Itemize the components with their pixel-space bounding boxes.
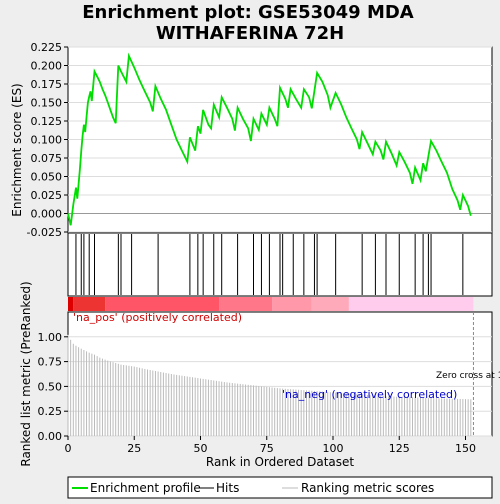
- rank-heatmap-bar: [68, 297, 474, 311]
- x-axis-label: Rank in Ordered Dataset: [206, 455, 354, 469]
- es-y-tick-label: 0.125: [31, 115, 63, 128]
- chart-title-line1: Enrichment plot: GSE53049 MDA: [82, 2, 414, 23]
- x-tick-label: 50: [194, 442, 208, 455]
- heatmap-segment: [219, 297, 273, 311]
- x-tick-label: 0: [65, 442, 72, 455]
- heatmap-segment: [348, 297, 474, 311]
- legend-label-enrichment-profile: Enrichment profile: [90, 481, 201, 495]
- es-y-tick-label: -0.025: [27, 226, 62, 239]
- legend-label-hits: Hits: [216, 481, 239, 495]
- es-y-tick-label: 0.075: [31, 152, 63, 165]
- pos-correlated-label: 'na_pos' (positively correlated): [73, 311, 242, 324]
- x-axis: 0 25 50 75 100 125 150: [65, 436, 476, 455]
- x-tick-label: 125: [389, 442, 410, 455]
- es-y-tick-label: 0.200: [31, 60, 63, 73]
- es-y-axis: 0.225 0.200 0.175 0.150 0.125 0.100 0.075 0.050…: [27, 41, 68, 239]
- es-y-tick-label: 0.000: [31, 208, 63, 221]
- es-y-tick-label: 0.175: [31, 78, 63, 91]
- es-y-tick-label: 0.025: [31, 189, 63, 202]
- legend: Enrichment profile Hits Ranking metric s…: [67, 476, 493, 499]
- legend-box: [67, 476, 493, 499]
- ranked-y-tick-label: 0.25: [38, 405, 63, 418]
- legend-label-ranking-metric: Ranking metric scores: [301, 481, 434, 495]
- enrichment-profile-line: [67, 52, 472, 226]
- es-gridlines: [68, 46, 492, 233]
- neg-correlated-label: 'na_neg' (negatively correlated): [282, 388, 457, 401]
- heatmap-segment: [311, 297, 349, 311]
- ranking-metric-bars: [67, 334, 472, 436]
- heatmap-segment: [105, 297, 220, 311]
- ranked-y-tick-label: 0.50: [38, 380, 63, 393]
- ranked-y-tick-label: 1.00: [38, 331, 63, 344]
- zero-cross-label: Zero cross at 153: [436, 371, 500, 381]
- ranked-y-axis-label: Ranked list metric (PreRanked): [19, 281, 33, 466]
- x-tick-label: 100: [323, 442, 344, 455]
- es-y-tick-label: 0.100: [31, 134, 63, 147]
- ranked-y-tick-label: 0.00: [38, 430, 63, 443]
- hits-marks: [75, 234, 464, 295]
- es-y-tick-label: 0.225: [31, 41, 63, 54]
- x-tick-label: 25: [127, 442, 141, 455]
- heatmap-segment: [68, 297, 74, 311]
- x-tick-label: 150: [455, 442, 476, 455]
- heatmap-segment: [272, 297, 312, 311]
- es-y-tick-label: 0.150: [31, 97, 63, 110]
- heatmap-segment: [73, 297, 106, 311]
- chart-title-line2: WITHAFERINA 72H: [156, 23, 344, 44]
- ranked-y-axis: 1.00 0.75 0.50 0.25 0.00: [38, 331, 68, 443]
- ranked-y-tick-label: 0.75: [38, 356, 63, 369]
- es-y-tick-label: 0.050: [31, 171, 63, 184]
- es-y-axis-label: Enrichment score (ES): [10, 83, 24, 216]
- x-tick-label: 75: [260, 442, 274, 455]
